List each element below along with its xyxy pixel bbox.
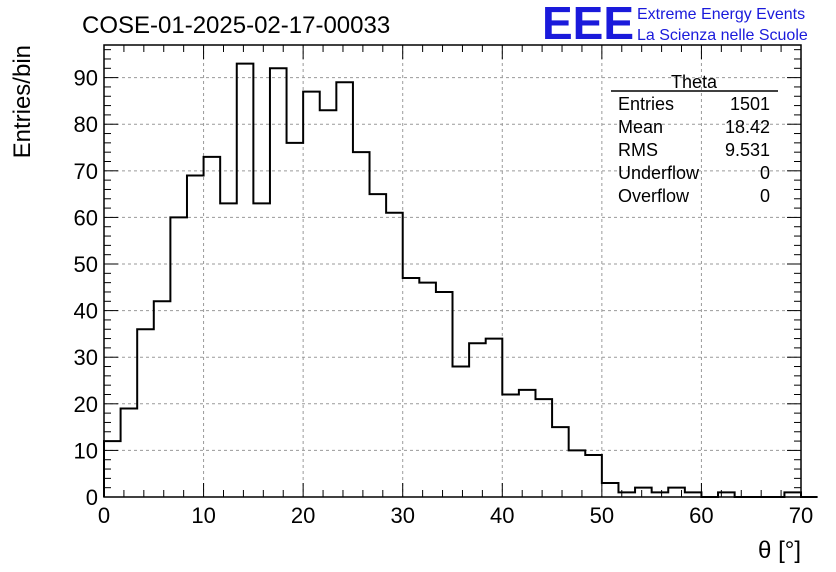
stats-value: 18.42 bbox=[725, 117, 770, 137]
stats-label: RMS bbox=[618, 140, 658, 160]
stats-label: Mean bbox=[618, 117, 663, 137]
y-tick-label: 20 bbox=[74, 392, 98, 417]
y-tick-labels: 0 10 20 30 40 50 60 70 80 90 bbox=[74, 66, 98, 510]
y-axis-label: Entries/bin bbox=[9, 45, 36, 158]
grid-lines bbox=[104, 45, 801, 497]
stats-value: 0 bbox=[760, 163, 770, 183]
y-tick-label: 90 bbox=[74, 66, 98, 91]
eee-logo: EEE Extreme Energy Events La Scienza nel… bbox=[542, 0, 808, 49]
y-tick-label: 30 bbox=[74, 345, 98, 370]
y-tick-label: 70 bbox=[74, 159, 98, 184]
axis-ticks bbox=[103, 45, 802, 498]
y-tick-label: 0 bbox=[86, 485, 98, 510]
x-tick-label: 20 bbox=[291, 503, 315, 528]
x-tick-label: 60 bbox=[689, 503, 713, 528]
x-tick-label: 50 bbox=[590, 503, 614, 528]
x-tick-label: 10 bbox=[191, 503, 215, 528]
plot-frame bbox=[103, 44, 802, 498]
stats-label: Underflow bbox=[618, 163, 700, 183]
stats-value: 9.531 bbox=[725, 140, 770, 160]
y-tick-label: 10 bbox=[74, 438, 98, 463]
y-tick-label: 80 bbox=[74, 112, 98, 137]
x-tick-label: 40 bbox=[490, 503, 514, 528]
y-tick-label: 50 bbox=[74, 252, 98, 277]
x-tick-label: 0 bbox=[98, 503, 110, 528]
x-tick-label: 70 bbox=[789, 503, 813, 528]
stats-value: 1501 bbox=[730, 94, 770, 114]
x-tick-labels: 0 10 20 30 40 50 60 70 bbox=[98, 503, 813, 528]
stats-label: Entries bbox=[618, 94, 674, 114]
stats-title: Theta bbox=[671, 72, 718, 92]
y-tick-label: 60 bbox=[74, 205, 98, 230]
logo-line-1: Extreme Energy Events bbox=[637, 6, 805, 23]
logo-line-2: La Scienza nelle Scuole bbox=[637, 27, 808, 44]
stats-label: Overflow bbox=[618, 186, 690, 206]
y-tick-label: 40 bbox=[74, 299, 98, 324]
histogram-step-line bbox=[103, 62, 818, 498]
stats-value: 0 bbox=[760, 186, 770, 206]
chart-title: COSE-01-2025-02-17-00033 bbox=[82, 12, 390, 39]
x-axis-label: θ [°] bbox=[758, 537, 801, 564]
x-tick-label: 30 bbox=[390, 503, 414, 528]
stats-box: Theta Entries 1501 Mean 18.42 RMS 9.531 Underf… bbox=[611, 72, 778, 206]
eee-logo-mark: EEE bbox=[542, 0, 634, 49]
